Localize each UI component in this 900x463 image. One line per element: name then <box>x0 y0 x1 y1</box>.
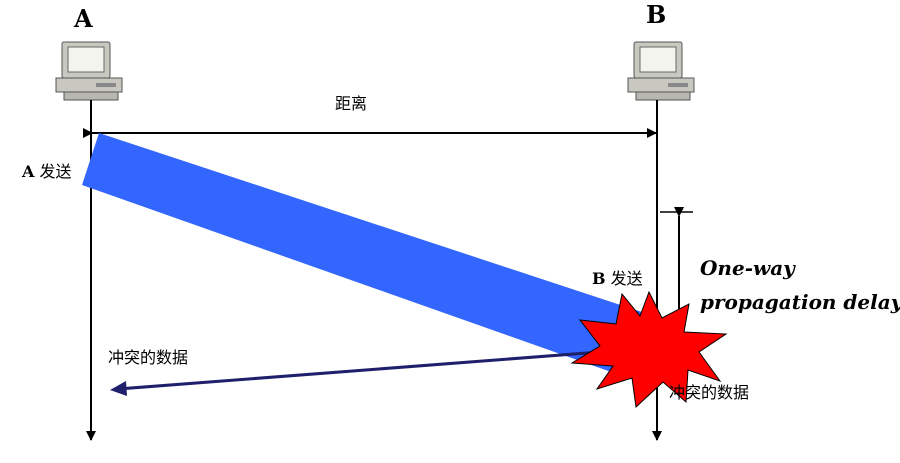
signal-band <box>82 133 660 385</box>
b-send-text: 发送 <box>610 269 643 288</box>
a-send-label: A 发送 <box>22 164 72 180</box>
computer-icon <box>55 41 123 101</box>
node-a-label: A <box>74 4 93 33</box>
collision-burst-icon <box>570 290 728 409</box>
b-send-label: B 发送 <box>592 271 643 287</box>
a-send-node: A <box>22 162 35 181</box>
computer-icon <box>627 41 695 101</box>
collision-label-left: 冲突的数据 <box>108 348 189 367</box>
b-send-node: B <box>592 269 606 288</box>
collision-label-right: 冲突的数据 <box>669 383 750 402</box>
distance-label: 距离 <box>335 94 368 113</box>
collision-arrow <box>117 350 601 391</box>
collision-arrow-head <box>110 381 127 396</box>
delay-label-line-1: One-way <box>700 256 795 280</box>
a-send-text: 发送 <box>39 162 72 181</box>
delay-label-line-2: propagation delay <box>700 290 900 314</box>
node-b-label: B <box>646 0 667 29</box>
